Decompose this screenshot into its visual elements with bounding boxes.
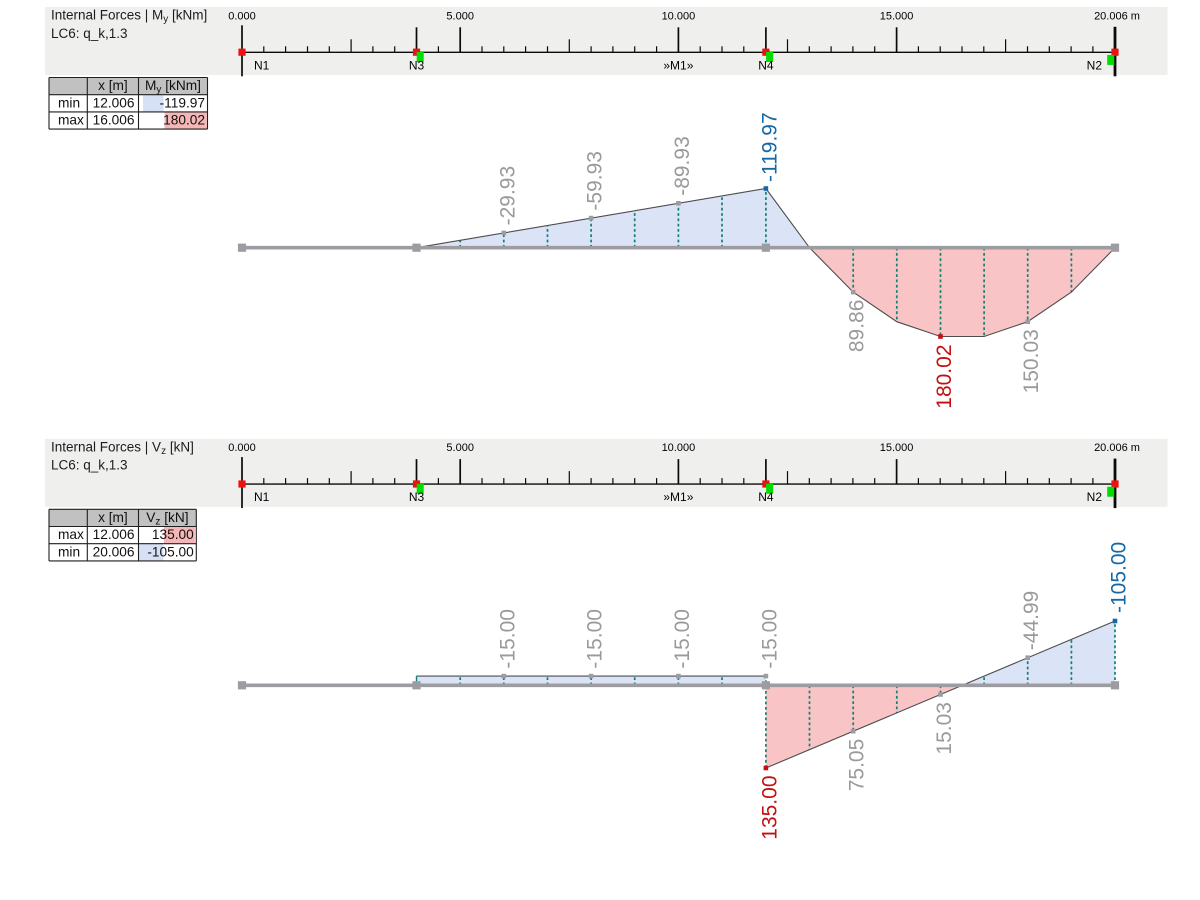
svg-text:-15.00: -15.00	[758, 609, 781, 669]
svg-text:-15.00: -15.00	[584, 609, 607, 669]
svg-text:Vz [kN]: Vz [kN]	[146, 510, 188, 528]
svg-text:max: max	[58, 113, 84, 128]
svg-text:N3: N3	[409, 490, 425, 504]
svg-text:min: min	[58, 544, 80, 559]
svg-text:5.000: 5.000	[446, 442, 474, 454]
svg-text:»M1»: »M1»	[663, 490, 693, 504]
svg-text:75.05: 75.05	[846, 739, 869, 792]
svg-text:15.03: 15.03	[933, 702, 956, 755]
svg-text:180.02: 180.02	[933, 345, 956, 409]
svg-text:LC6: q_k,1.3: LC6: q_k,1.3	[51, 458, 128, 473]
svg-text:15.000: 15.000	[880, 10, 914, 22]
svg-text:135.00: 135.00	[758, 776, 781, 840]
svg-text:Internal Forces | Vz [kN]: Internal Forces | Vz [kN]	[51, 439, 194, 457]
svg-text:20.006 m: 20.006 m	[1094, 10, 1140, 22]
svg-text:x [m]: x [m]	[98, 510, 128, 525]
svg-text:N3: N3	[409, 58, 425, 72]
svg-text:10.000: 10.000	[662, 10, 696, 22]
svg-text:89.86: 89.86	[846, 300, 869, 353]
svg-text:0.000: 0.000	[228, 442, 256, 454]
svg-text:-89.93: -89.93	[671, 136, 694, 196]
svg-text:N2: N2	[1087, 58, 1103, 72]
svg-text:N4: N4	[758, 490, 774, 504]
svg-text:5.000: 5.000	[446, 10, 474, 22]
svg-text:20.006 m: 20.006 m	[1094, 442, 1140, 454]
svg-text:-119.97: -119.97	[758, 112, 781, 182]
svg-text:16.006: 16.006	[93, 113, 135, 128]
svg-text:N1: N1	[254, 58, 270, 72]
svg-text:LC6: q_k,1.3: LC6: q_k,1.3	[51, 26, 128, 41]
svg-text:-29.93: -29.93	[496, 166, 519, 226]
svg-text:min: min	[58, 95, 80, 110]
svg-text:»M1»: »M1»	[663, 58, 693, 72]
svg-text:0.000: 0.000	[228, 10, 256, 22]
svg-text:20.006: 20.006	[93, 544, 135, 559]
svg-text:-15.00: -15.00	[671, 609, 694, 669]
svg-text:Internal Forces | My [kNm]: Internal Forces | My [kNm]	[51, 8, 207, 26]
svg-text:12.006: 12.006	[93, 95, 135, 110]
svg-text:N1: N1	[254, 490, 270, 504]
svg-text:My [kNm]: My [kNm]	[145, 78, 201, 96]
svg-text:135.00: 135.00	[152, 527, 194, 542]
svg-text:-15.00: -15.00	[496, 609, 519, 669]
svg-text:N4: N4	[758, 58, 774, 72]
svg-text:N2: N2	[1087, 490, 1103, 504]
svg-text:x [m]: x [m]	[98, 78, 128, 93]
svg-text:-105.00: -105.00	[147, 544, 194, 559]
svg-text:12.006: 12.006	[93, 527, 135, 542]
svg-text:150.03: 150.03	[1020, 329, 1043, 393]
svg-text:-119.97: -119.97	[160, 95, 205, 110]
svg-text:10.000: 10.000	[662, 442, 696, 454]
svg-text:-105.00: -105.00	[1108, 542, 1131, 613]
svg-text:180.02: 180.02	[163, 113, 205, 128]
svg-text:-59.93: -59.93	[584, 151, 607, 211]
svg-text:max: max	[58, 527, 84, 542]
svg-text:15.000: 15.000	[880, 442, 914, 454]
svg-text:-44.99: -44.99	[1020, 591, 1043, 651]
